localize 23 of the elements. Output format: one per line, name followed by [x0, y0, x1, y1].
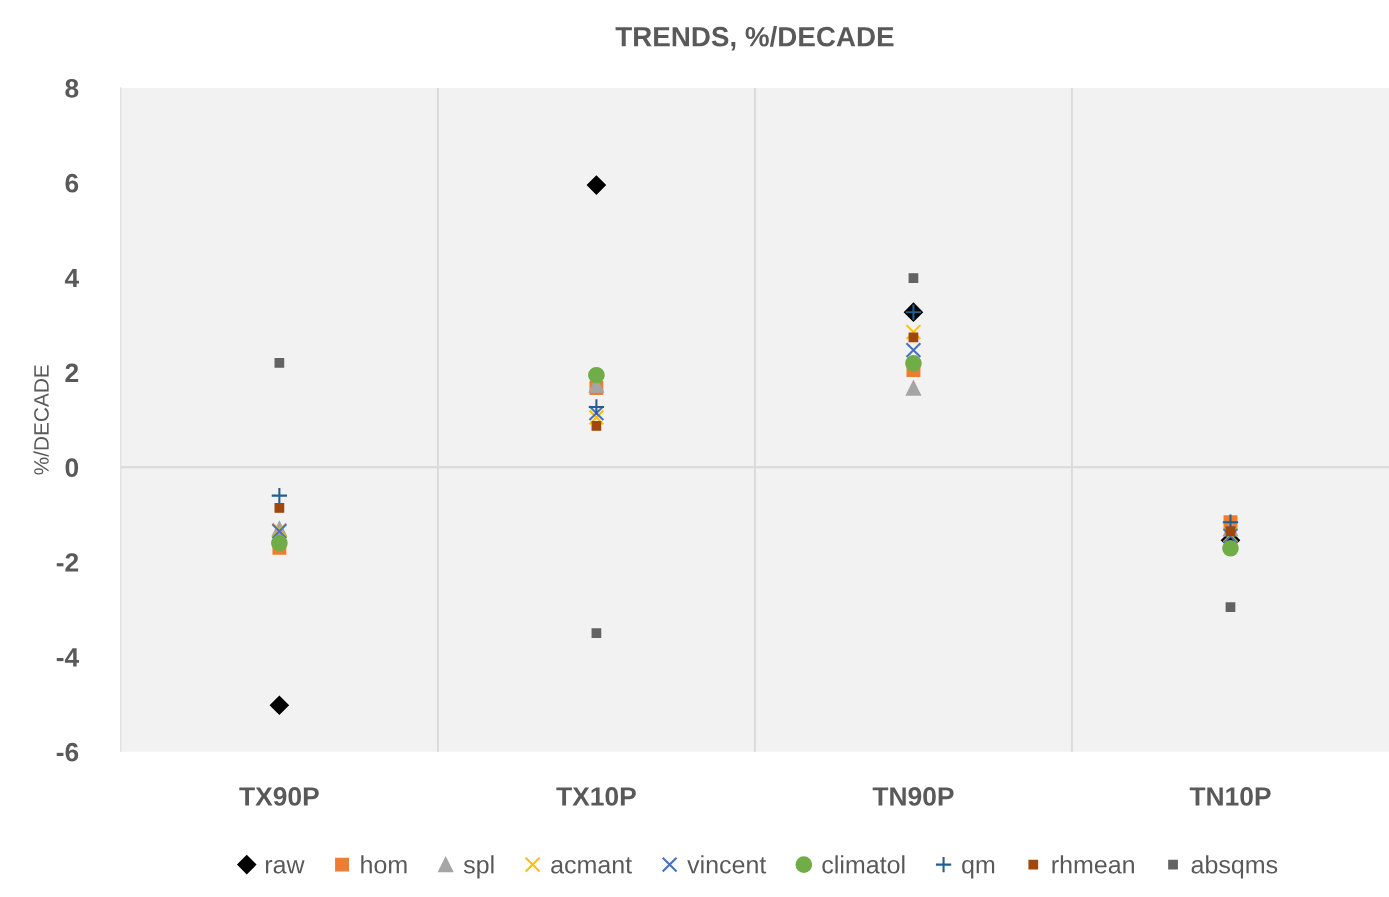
legend-label: qm	[962, 859, 995, 879]
y-tick-label: 8	[65, 79, 79, 98]
legend-label: raw	[265, 859, 305, 874]
y-tick-label: 0	[65, 458, 79, 478]
y-tick-label: 6	[65, 173, 79, 193]
legend-label: rhmean	[1052, 855, 1134, 874]
y-tick-label: 4	[64, 268, 80, 288]
x-tick-label: TX90P	[239, 787, 319, 806]
chart-title: TRENDS, %/DECADE	[615, 26, 894, 51]
legend-label: acmant	[551, 857, 632, 874]
y-tick-label: 2	[65, 363, 79, 382]
x-tick-label: TN90P	[872, 787, 954, 806]
legend-label: spl	[463, 855, 494, 879]
x-tick-label: TX10P	[556, 787, 636, 806]
x-tick-label: TN10P	[1189, 787, 1271, 806]
y-tick-label: -4	[56, 648, 80, 667]
y-tick-label: -2	[56, 553, 79, 572]
y-tick-label: -6	[56, 742, 79, 762]
legend-label: hom	[361, 855, 407, 874]
y-axis-title: %/DECADE	[33, 365, 49, 475]
legend-label: climatol	[822, 855, 905, 874]
legend-label: absqms	[1191, 855, 1278, 879]
legend-label: vincent	[687, 855, 767, 874]
